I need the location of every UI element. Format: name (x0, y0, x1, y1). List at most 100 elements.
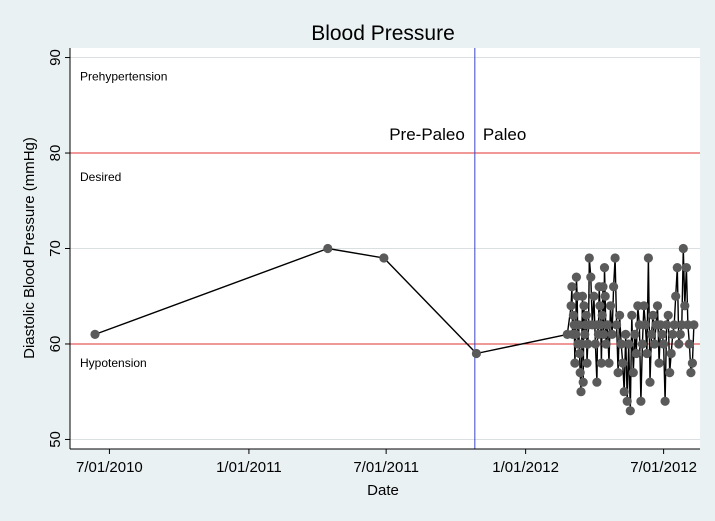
data-point (680, 301, 690, 311)
data-point (596, 320, 606, 330)
data-point (646, 329, 657, 339)
data-point (578, 377, 588, 387)
x-tick-label: 7/01/2011 (353, 459, 419, 476)
data-point (610, 253, 620, 263)
data-point (589, 291, 599, 301)
phase-label-paleo: Paleo (483, 125, 526, 144)
data-point (681, 263, 692, 273)
data-point (579, 301, 589, 311)
data-point (592, 377, 602, 387)
data-point (609, 282, 619, 292)
data-point (571, 272, 582, 282)
annotations: Prehypertension Desired Hypotension Pre-Pal… (80, 70, 526, 370)
x-tick-label: 7/01/2010 (76, 459, 143, 476)
data-point (654, 358, 664, 368)
data-point (612, 320, 622, 330)
zone-label-hypotension: Hypotension (80, 356, 147, 370)
ticks: 50 60 70 80 90 7/01/2010 1/01/2011 7/01/2011 1/0… (47, 49, 697, 476)
data-point (574, 320, 584, 330)
data-point (577, 291, 588, 301)
data-point (657, 329, 667, 339)
x-tick-label: 7/01/2012 (630, 459, 697, 476)
data-point (660, 396, 670, 406)
data-point (599, 329, 609, 339)
data-point (625, 406, 635, 416)
data-point (640, 320, 651, 330)
data-point (631, 348, 641, 359)
data-point (471, 348, 481, 359)
data-point (642, 348, 652, 359)
data-point (590, 339, 601, 349)
data-point (652, 301, 663, 311)
data-point (582, 358, 592, 368)
data-point (600, 291, 610, 301)
x-tick-label: 1/01/2012 (492, 459, 559, 476)
y-tick-label: 70 (47, 240, 64, 257)
data-point (575, 368, 585, 378)
data-point (567, 282, 577, 292)
data-point (637, 339, 648, 349)
data-point (595, 301, 605, 311)
data-point (628, 368, 638, 378)
data-point (686, 368, 696, 378)
data-point (601, 339, 611, 349)
zone-label-desired: Desired (80, 170, 121, 184)
data-point (568, 310, 579, 320)
data-point (618, 358, 628, 368)
data-point (604, 358, 614, 368)
zone-label-prehypertension: Prehypertension (80, 70, 167, 84)
data-point (613, 368, 623, 378)
data-point (90, 329, 100, 339)
data-point (323, 243, 333, 254)
data-point (607, 329, 617, 339)
data-point (648, 310, 658, 320)
data-point (689, 320, 699, 330)
data-point (671, 291, 681, 301)
data-point (574, 348, 585, 359)
data-point (668, 329, 678, 339)
data-point (649, 339, 660, 349)
data-point (659, 339, 669, 349)
y-tick-label: 60 (47, 336, 64, 353)
data-point (687, 358, 698, 368)
data-point (576, 387, 586, 397)
data-point (684, 339, 695, 349)
data-point (622, 396, 632, 406)
data-point (672, 263, 682, 273)
x-tick-label: 1/01/2011 (216, 459, 282, 476)
data-point (599, 263, 610, 273)
data-point (621, 329, 631, 339)
data-point (596, 358, 607, 368)
data-point (580, 329, 590, 339)
data-point (379, 253, 389, 263)
data-point (662, 320, 672, 330)
data-point (675, 329, 685, 339)
data-point (678, 243, 688, 254)
data-point (624, 339, 634, 349)
data-point (636, 396, 646, 406)
data-point (584, 253, 594, 263)
y-tick-label: 90 (47, 49, 64, 66)
data-point (602, 320, 613, 330)
data-point (639, 301, 649, 311)
data-point (663, 310, 673, 320)
data-point (616, 339, 626, 349)
data-point (566, 301, 576, 311)
data-point (643, 253, 654, 263)
series-layer (90, 243, 699, 416)
data-point (630, 329, 640, 339)
data-point (571, 329, 581, 339)
data-point (645, 377, 655, 387)
data-point (619, 387, 629, 397)
y-axis-label: Diastolic Blood Pressure (mmHg) (21, 137, 38, 359)
y-tick-label: 50 (47, 431, 64, 448)
data-point (674, 339, 684, 349)
y-tick-label: 80 (47, 145, 64, 162)
chart-title: Blood Pressure (311, 22, 455, 45)
data-point (665, 368, 675, 378)
data-point (570, 358, 580, 368)
data-point (597, 310, 607, 320)
data-point (666, 348, 676, 359)
data-point (598, 282, 608, 292)
